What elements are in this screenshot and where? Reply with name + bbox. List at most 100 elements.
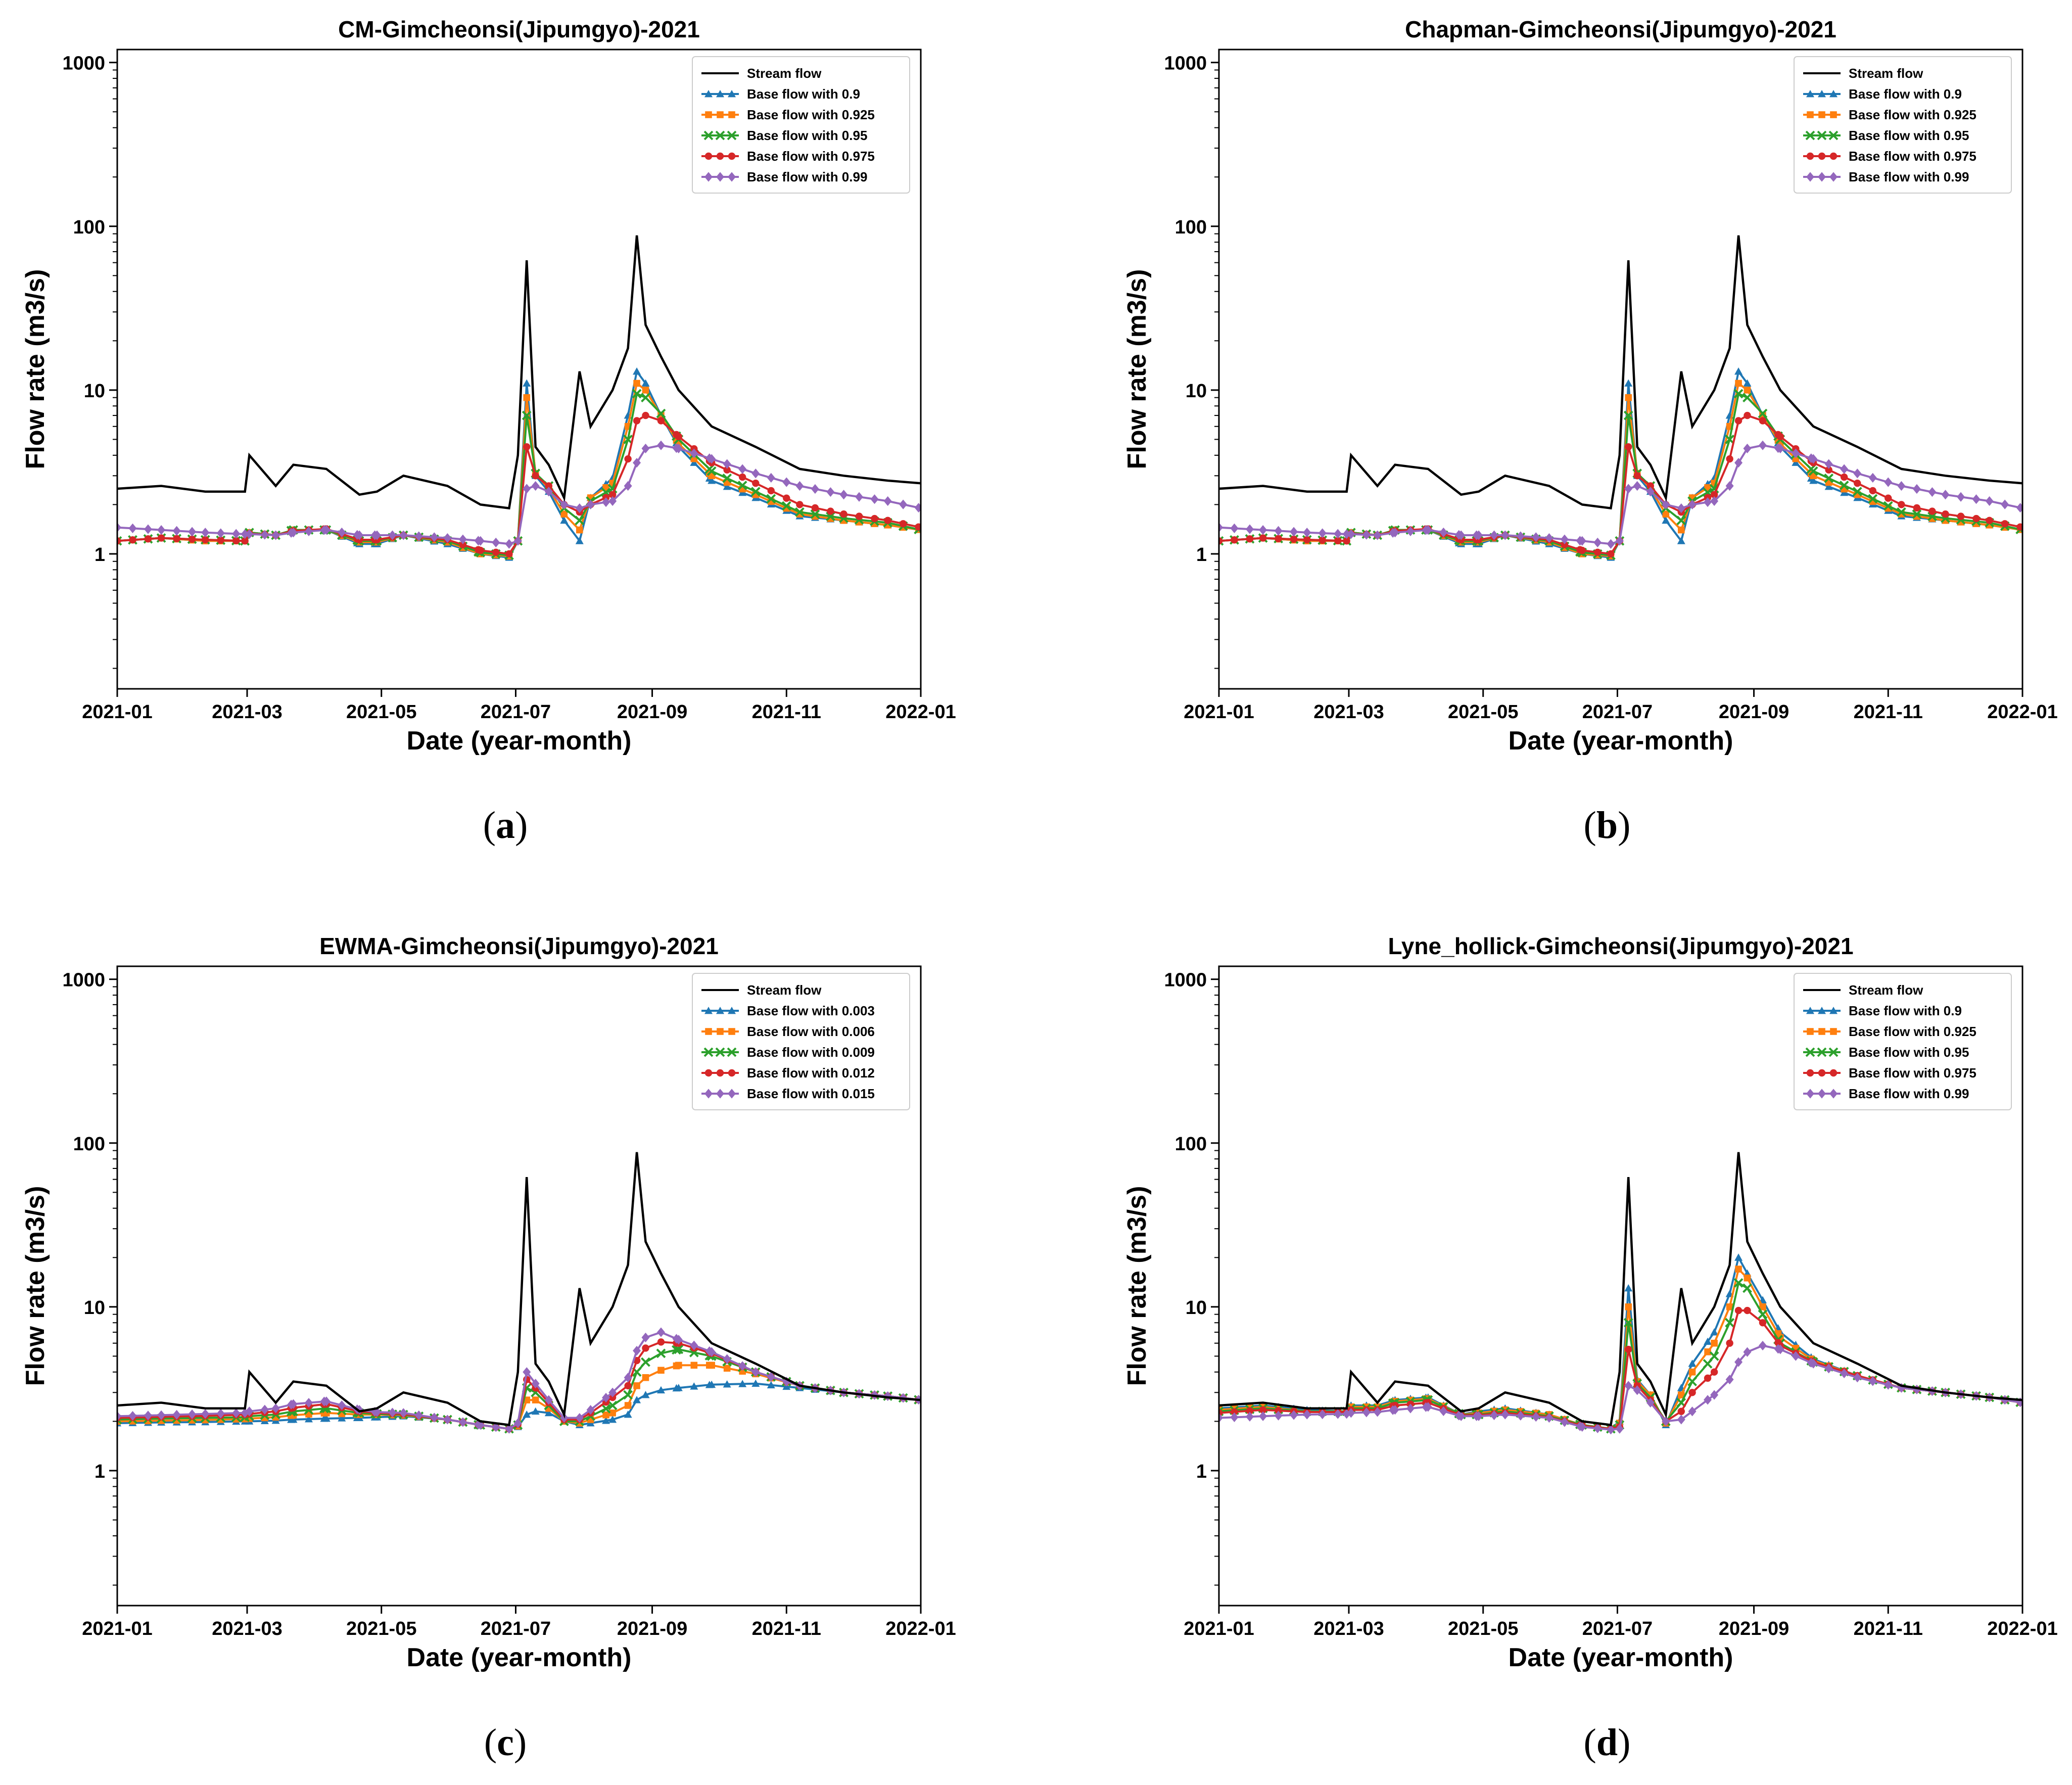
series-marker-5 [505, 539, 513, 549]
legend-marker [704, 172, 713, 182]
series-marker-5 [355, 1405, 364, 1415]
series-marker-5 [430, 532, 439, 542]
y-axis-label: Flow rate (m3/s) [1122, 1186, 1152, 1386]
series-marker-5 [1734, 1357, 1743, 1367]
series-marker-4 [1710, 491, 1718, 498]
legend-label: Base flow with 0.975 [1849, 1065, 1976, 1081]
legend-box [692, 56, 910, 194]
series-marker-5 [1840, 464, 1849, 474]
series-marker-5 [492, 537, 500, 548]
legend-marker [704, 90, 713, 98]
series-marker-4 [915, 523, 921, 531]
series-marker-5 [1646, 1397, 1655, 1408]
series-marker-2 [602, 1411, 609, 1419]
series-marker-5 [723, 1354, 731, 1364]
legend-marker [1806, 152, 1814, 160]
series-marker-4 [1318, 536, 1326, 544]
series-marker-1 [624, 1410, 632, 1418]
series-marker-5 [157, 1410, 166, 1420]
series-marker-4 [1972, 514, 1980, 523]
series-marker-2 [657, 1367, 665, 1374]
legend-marker [1817, 130, 1827, 140]
legend-label: Stream flow [747, 66, 822, 81]
series-marker-4 [1334, 537, 1342, 544]
series-marker-5 [355, 530, 364, 540]
x-tick-label: 2021-07 [1582, 701, 1653, 723]
series-marker-4 [657, 417, 665, 425]
series-marker-4 [1607, 550, 1615, 558]
series-marker-3 [575, 515, 585, 526]
series-marker-1 [544, 1408, 553, 1417]
legend-marker [715, 1047, 725, 1057]
series-marker-5 [723, 459, 731, 469]
legend-marker [716, 172, 724, 182]
series-marker-4 [1275, 1406, 1282, 1415]
series-marker-3 [1758, 408, 1768, 418]
series-marker-2 [1711, 1339, 1718, 1347]
series-marker-4 [855, 512, 863, 520]
series-marker-5 [782, 477, 791, 487]
series-marker-1 [738, 1380, 747, 1387]
series-marker-5 [271, 530, 280, 540]
series-marker-5 [1593, 537, 1602, 548]
y-tick-label: 100 [73, 1134, 105, 1155]
series-marker-2 [642, 1374, 649, 1381]
series-marker-1 [690, 1382, 698, 1390]
legend-marker [1830, 111, 1837, 118]
legend-marker [716, 90, 724, 98]
chart-title: EWMA-Gimcheonsi(Jipumgyo)-2021 [319, 933, 719, 959]
series-marker-5 [1391, 528, 1399, 538]
series-marker-1 [1677, 537, 1685, 544]
series-marker-4 [1726, 455, 1733, 463]
legend-marker [727, 130, 737, 140]
series-marker-4 [642, 411, 649, 419]
series-marker-4 [232, 537, 240, 544]
y-tick-label: 1000 [62, 53, 105, 74]
series-marker-5 [1633, 481, 1641, 491]
series-marker-5 [304, 1398, 313, 1408]
series-marker-5 [1532, 532, 1540, 542]
series-marker-5 [1318, 1409, 1327, 1420]
y-axis-label: Flow rate (m3/s) [1122, 269, 1152, 469]
series-marker-5 [1516, 531, 1525, 541]
series-marker-5 [1318, 528, 1327, 538]
series-marker-3 [1676, 515, 1686, 526]
series-marker-3 [1824, 474, 1834, 483]
series-marker-4 [1986, 516, 1993, 525]
legend-box [1794, 56, 2012, 194]
series-marker-5 [633, 1345, 641, 1356]
series-marker-5 [738, 464, 747, 474]
y-tick-label: 1 [95, 544, 105, 566]
legend-label: Base flow with 0.95 [1849, 128, 1969, 143]
series-marker-4 [723, 466, 731, 474]
series-marker-5 [1792, 1351, 1800, 1361]
series-marker-4 [2016, 523, 2022, 531]
y-tick-label: 1000 [62, 970, 105, 991]
series-marker-2 [1735, 380, 1742, 387]
series-marker-5 [1743, 443, 1752, 454]
series-marker-5 [1501, 1410, 1510, 1420]
series-marker-5 [1347, 1408, 1355, 1418]
series-marker-4 [642, 1344, 649, 1352]
series-marker-5 [1545, 533, 1553, 543]
legend-marker [1806, 90, 1814, 98]
series-marker-5 [1230, 1412, 1239, 1422]
series-marker-4 [1825, 466, 1832, 474]
series-marker-5 [1578, 1422, 1586, 1432]
series-marker-5 [1290, 527, 1298, 537]
series-marker-5 [641, 1332, 650, 1343]
x-tick-label: 2022-01 [1987, 1618, 2057, 1639]
series-marker-5 [144, 1411, 152, 1421]
series-marker-5 [575, 503, 584, 513]
series-marker-1 [656, 1386, 665, 1394]
series-marker-4 [2001, 520, 2009, 528]
legend-marker [1818, 90, 1826, 98]
series-marker-5 [216, 528, 225, 538]
y-tick-label: 1 [1196, 1461, 1207, 1482]
series-marker-4 [871, 514, 878, 523]
series-marker-1 [1710, 1328, 1719, 1336]
x-tick-label: 2021-03 [212, 701, 282, 723]
series-marker-2 [642, 387, 649, 394]
series-marker-3 [522, 410, 532, 420]
